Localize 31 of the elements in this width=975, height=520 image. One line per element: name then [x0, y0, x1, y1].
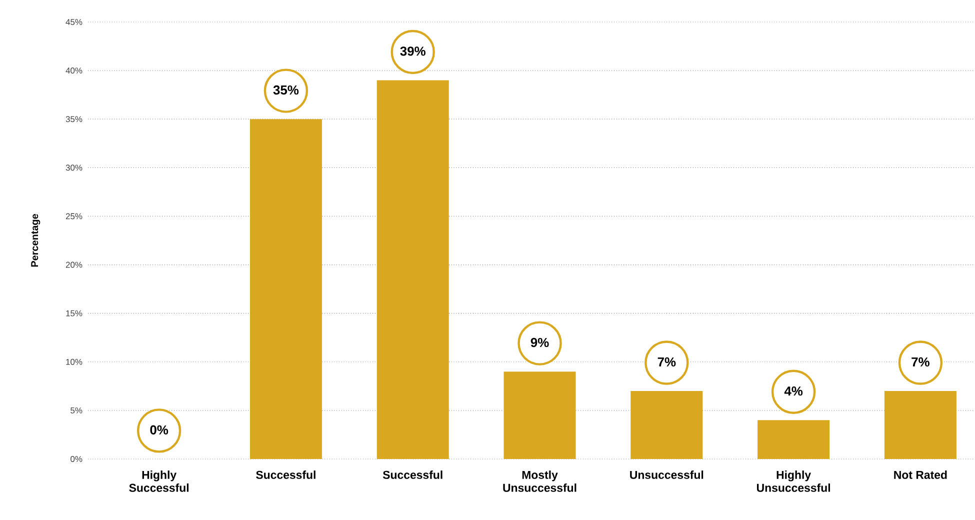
- y-tick-label: 30%: [66, 164, 82, 171]
- y-axis-title: Percentage: [31, 214, 40, 267]
- bar: [630, 391, 703, 459]
- data-label: 39%: [400, 46, 426, 56]
- bar: [758, 420, 830, 459]
- y-tick-label: 35%: [66, 116, 82, 122]
- y-tick-label: 15%: [66, 310, 82, 316]
- y-tick-label: 0%: [70, 456, 82, 462]
- x-tick-label: Highly Successful: [129, 470, 188, 492]
- bar: [376, 80, 449, 459]
- x-tick-label: Highly Unsuccessful: [756, 470, 830, 492]
- data-label: 9%: [530, 338, 549, 348]
- y-tick-label: 10%: [66, 358, 82, 365]
- bar: [250, 119, 322, 459]
- x-tick-label: Mostly Unsuccessful: [503, 470, 576, 492]
- data-label: 0%: [150, 425, 168, 434]
- bar: [504, 372, 576, 459]
- y-tick-label: 20%: [66, 262, 82, 268]
- bar: [884, 391, 956, 459]
- y-tick-label: 5%: [70, 407, 82, 414]
- data-label: 35%: [273, 85, 299, 95]
- x-tick-label: Successful: [382, 470, 442, 479]
- data-label: 7%: [912, 357, 930, 366]
- y-tick-label: 25%: [66, 213, 82, 220]
- data-label: 4%: [784, 386, 803, 396]
- y-tick-label: 40%: [66, 68, 82, 74]
- x-tick-label: Successful: [256, 470, 316, 479]
- y-tick-label: 45%: [66, 19, 82, 25]
- data-label: 7%: [658, 357, 676, 366]
- x-tick-label: Not Rated: [894, 470, 947, 479]
- x-tick-label: Unsuccessful: [630, 470, 704, 479]
